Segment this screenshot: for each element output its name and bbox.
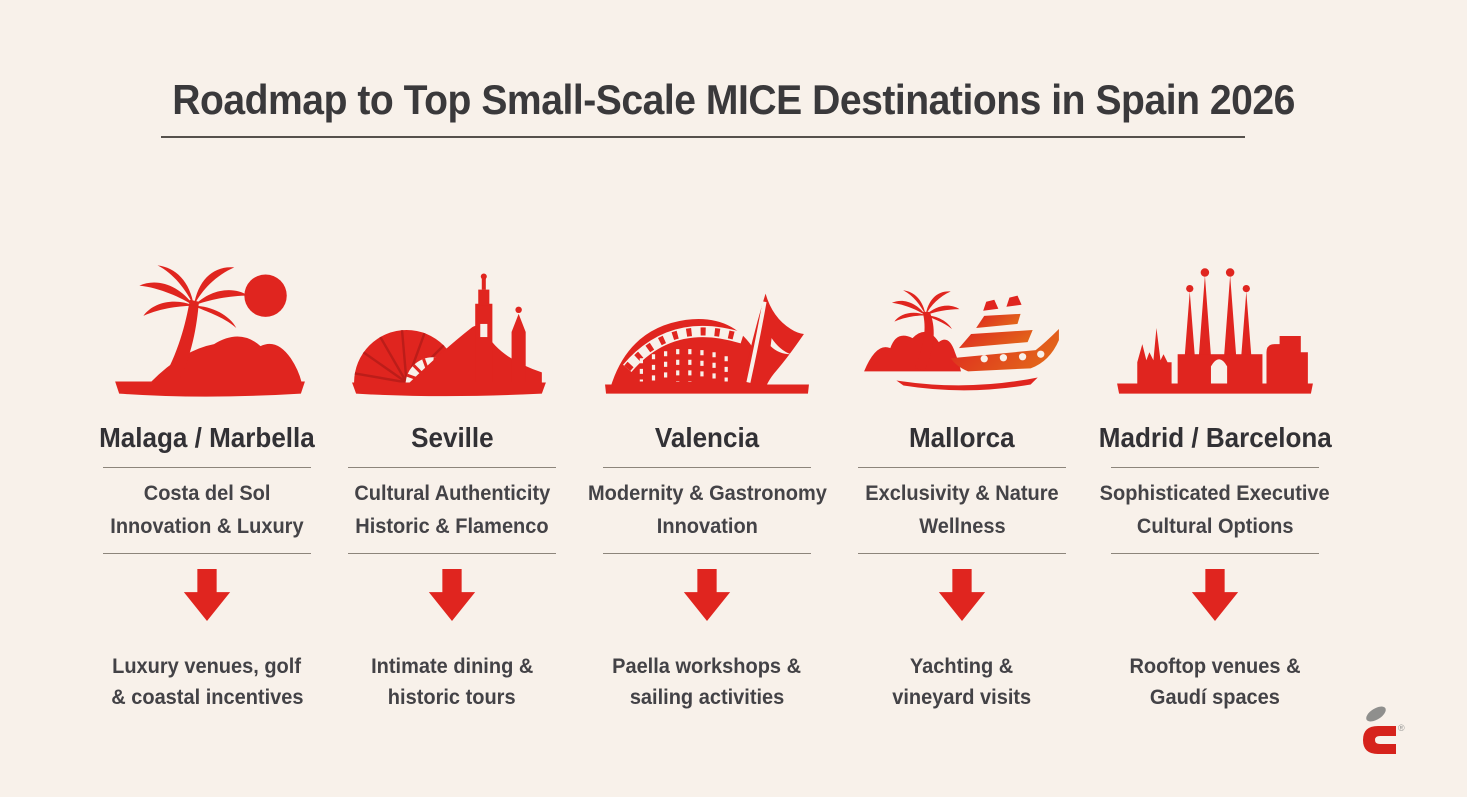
yacht-palm-island-icon [864,290,1059,391]
destination-theme: Costa del Sol Innovation & Luxury [110,481,304,538]
destination-activities: Luxury venues, golf & coastal incentives [110,654,304,710]
divider [103,552,311,555]
divider [1111,552,1319,555]
destination-activities: Intimate dining & historic tours [370,654,534,710]
destination-activities: Paella workshops & sailing activities [612,654,802,710]
down-arrow-icon [680,568,734,622]
icon-box [345,262,559,397]
palm-beach-sun-icon [115,265,305,397]
city-of-arts-sciences-icon [605,293,809,394]
registered-mark: ® [1398,723,1405,733]
sagrada-familia-icon [1117,268,1313,394]
flamenco-fan-giralda-icon [352,273,546,397]
divider [603,466,811,469]
destination-column-malaga: Malaga / Marbella Costa del Sol Innovati… [88,262,326,714]
page-title: Roadmap to Top Small-Scale MICE Destinat… [0,76,1467,124]
destination-column-seville: Seville Cultural Authenticity Historic &… [333,262,571,714]
brand-c-leaf-icon: ® [1363,706,1405,754]
brand-logo: ® [1348,702,1420,766]
down-arrow-icon [1188,568,1242,622]
city-name: Seville [410,422,494,453]
destination-activities: Rooftop venues & Gaudí spaces [1129,654,1301,710]
divider [1111,466,1319,469]
down-arrow-icon [935,568,989,622]
city-name: Malaga / Marbella [99,422,315,453]
destination-column-valencia: Valencia Modernity & Gastronomy Innovati… [588,262,826,714]
destination-theme: Sophisticated Executive Cultural Options [1099,481,1331,538]
destination-theme: Cultural Authenticity Historic & Flamenc… [354,481,550,538]
divider [348,466,556,469]
icon-box [1108,262,1322,397]
down-arrow-icon [425,568,479,622]
destination-column-madrid-barcelona: Madrid / Barcelona Sophisticated Executi… [1096,262,1334,714]
city-name: Valencia [654,422,760,453]
divider [103,466,311,469]
icon-box [100,262,314,397]
city-name: Mallorca [909,422,1015,453]
divider [858,466,1066,469]
title-underline [161,136,1245,138]
divider [858,552,1066,555]
icon-box [600,262,814,397]
destination-theme: Exclusivity & Nature Wellness [865,481,1059,538]
divider [603,552,811,555]
page-title-text: Roadmap to Top Small-Scale MICE Destinat… [172,76,1295,123]
divider [348,552,556,555]
down-arrow-icon [180,568,234,622]
destination-column-mallorca: Mallorca Exclusivity & Nature Wellness Y… [843,262,1081,714]
destination-theme: Modernity & Gastronomy Innovation [587,481,827,538]
destination-activities: Yachting & vineyard visits [892,654,1032,710]
city-name: Madrid / Barcelona [1098,422,1332,453]
icon-box [855,262,1069,397]
